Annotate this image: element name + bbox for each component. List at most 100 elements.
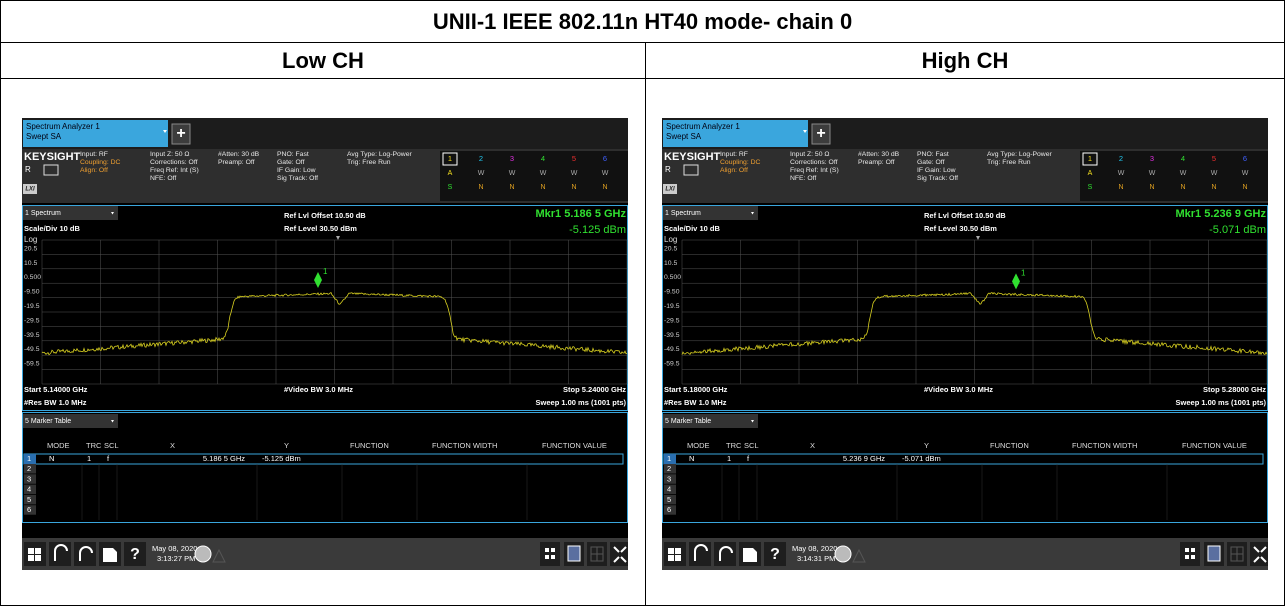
- spectrum-window: [22, 205, 628, 411]
- row-number: 3: [667, 474, 671, 483]
- row-highlight: [663, 453, 1264, 465]
- taskbar-button: [714, 542, 736, 566]
- trace-number: 5: [572, 154, 576, 163]
- grid-icon: [590, 546, 604, 562]
- row-number-bg: [664, 454, 676, 464]
- r-label: R: [665, 165, 671, 174]
- window-arrow: [751, 420, 754, 423]
- status-text: Avg Type: Log-Power: [347, 151, 412, 158]
- trace-number: 3: [1150, 154, 1154, 163]
- tab-arrow: [163, 130, 167, 133]
- trace-detector: N: [478, 184, 483, 191]
- grid-icon: [1230, 546, 1244, 562]
- taskbar-button: [124, 542, 146, 566]
- trace-detector: N: [540, 184, 545, 191]
- notify-icon: [834, 545, 852, 563]
- table-cell: f: [747, 454, 750, 463]
- trace-detector: N: [1180, 184, 1185, 191]
- warning-icon: [212, 548, 226, 563]
- trace-detector: N: [509, 184, 514, 191]
- touch-icon: [567, 545, 581, 562]
- trace-detector: N: [1242, 184, 1247, 191]
- trace-type: A: [1088, 170, 1093, 177]
- row-number-bg: [664, 464, 676, 474]
- trace-detector: N: [571, 184, 576, 191]
- row-number: 5: [667, 495, 671, 504]
- table-cell: 1: [87, 454, 91, 463]
- taskbar: [662, 538, 1268, 570]
- status-text: Preamp: Off: [218, 159, 255, 166]
- window-arrow: [111, 212, 114, 215]
- res-bw: #Res BW 1.0 MHz: [664, 398, 727, 407]
- status-text: IF Gain: Low: [917, 167, 956, 174]
- help-icon: ?: [770, 546, 780, 563]
- window-title: 5 Marker Table: [665, 418, 711, 425]
- y-label: -19.5: [664, 303, 680, 310]
- redo-icon: [79, 546, 93, 561]
- time: 3:13:27 PM: [157, 554, 195, 563]
- y-label: -29.5: [24, 317, 40, 324]
- table-cell: N: [689, 454, 694, 463]
- status-text: NFE: Off: [150, 175, 176, 182]
- time: 3:14:31 PM: [797, 554, 835, 563]
- res-bw: #Res BW 1.0 MHz: [24, 398, 87, 407]
- marker-level: -5.125 dBm: [569, 224, 626, 236]
- brand: KEYSIGHT: [24, 151, 81, 163]
- r-label: R: [25, 165, 31, 174]
- status-text: NFE: Off: [790, 175, 816, 182]
- warning-icon: [852, 548, 866, 563]
- table-cell: N: [49, 454, 54, 463]
- folder-icon: [103, 548, 117, 562]
- marker-freq: Mkr1 5.236 9 GHz: [1176, 208, 1267, 220]
- trace-select: [442, 152, 458, 166]
- window-tab: [23, 206, 118, 220]
- panel-header: High CH: [645, 42, 1285, 79]
- row-number: 6: [667, 505, 671, 514]
- row-number-bg: [24, 505, 36, 515]
- trace-detector: N: [602, 184, 607, 191]
- ref-marker: [976, 236, 980, 240]
- row-number-bg: [664, 505, 676, 515]
- tab-title: Spectrum Analyzer 1: [26, 122, 100, 131]
- status-text: Freq Ref: Int (S): [150, 167, 199, 174]
- row-highlight: [23, 453, 624, 465]
- lxi-box: [23, 184, 37, 194]
- date: May 08, 2020: [792, 544, 837, 553]
- keypad-icon: [545, 548, 555, 559]
- y-label: 20.5: [664, 245, 677, 252]
- trace-number: 2: [1119, 154, 1123, 163]
- table-header: FUNCTION VALUE: [1182, 441, 1247, 450]
- table-header: FUNCTION: [350, 441, 389, 450]
- status-text: #Atten: 30 dB: [218, 151, 260, 158]
- row-number: 4: [667, 485, 671, 494]
- windows-icon: [668, 548, 681, 561]
- ref-marker: [336, 236, 340, 240]
- row-number: 3: [27, 474, 31, 483]
- keypad-icon: [1185, 548, 1195, 559]
- marker-number: 1: [323, 267, 328, 276]
- window-arrow: [111, 420, 114, 423]
- table-header: FUNCTION WIDTH: [432, 441, 497, 450]
- ref-level: Ref Level 30.50 dBm: [924, 224, 997, 233]
- table-header: Y: [284, 441, 289, 450]
- windows-icon: [28, 548, 41, 561]
- table-header: MODE: [47, 441, 70, 450]
- row-number: 2: [667, 464, 671, 473]
- y-label: -9.50: [664, 289, 680, 296]
- touch-icon: [1207, 545, 1221, 562]
- start: Start 5.14000 GHz: [24, 385, 88, 394]
- row-number-bg: [664, 494, 676, 505]
- table-cell: 1: [27, 454, 31, 463]
- y-label: -9.50: [24, 289, 40, 296]
- folder-icon: [743, 548, 757, 562]
- y-label: 10.5: [664, 260, 677, 267]
- message-icon: [683, 164, 699, 176]
- trace-panel: [440, 151, 628, 201]
- add-label: +: [816, 125, 825, 142]
- y-label: -29.5: [664, 317, 680, 324]
- status-text: Gate: Off: [277, 159, 305, 166]
- marker-freq: Mkr1 5.186 5 GHz: [536, 208, 627, 220]
